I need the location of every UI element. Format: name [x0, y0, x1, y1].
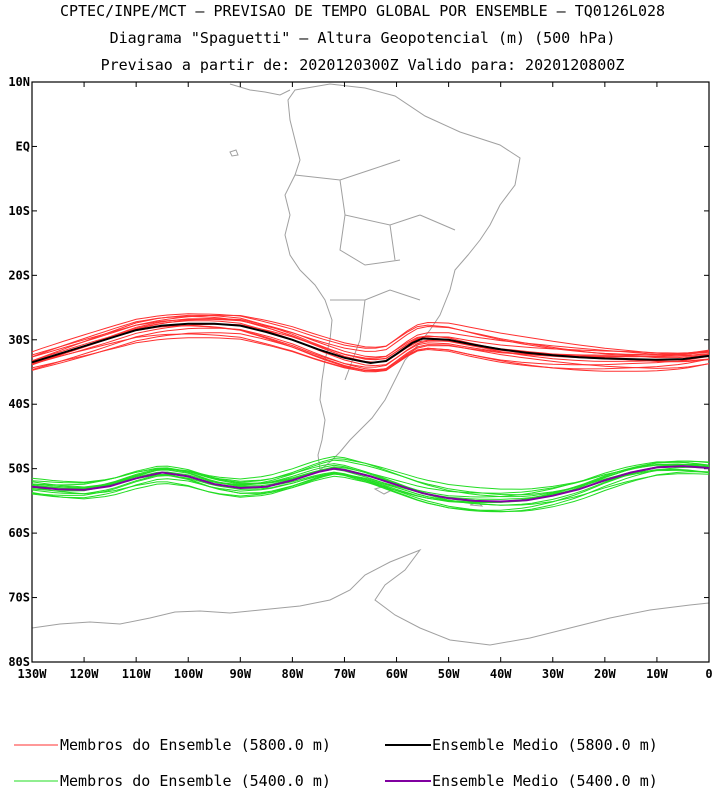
y-tick-label-9: 80S: [8, 655, 30, 669]
galapagos: [229, 149, 239, 157]
x-tick-label-4: 90W: [229, 667, 251, 681]
y-tick-label-5: 40S: [8, 397, 30, 411]
plot-frame: [31, 81, 710, 663]
member-5800-line-13: [31, 333, 710, 371]
mean-line-5400: [31, 465, 710, 503]
member-5800-line-1: [31, 327, 710, 371]
legend-label-mean-5800: Ensemble Medio (5800.0 m): [432, 736, 658, 754]
legend-label-members-5400: Membros do Ensemble (5400.0 m): [60, 772, 331, 790]
member-5800-line-11: [31, 320, 710, 367]
y-tick-label-0: 10N: [8, 75, 30, 89]
axis-ticks: 130W 120W 110W 100W 90W 80W 70W 60W 50W 40W 30W 20W…: [8, 75, 712, 681]
member-5800-line-8: [31, 313, 710, 355]
members-5800-group: [31, 313, 710, 373]
x-tick-label-6: 70W: [334, 667, 356, 681]
antarctica-coast: [31, 548, 710, 646]
y-tick-label-4: 30S: [8, 333, 30, 347]
central-america-coast: [229, 83, 291, 96]
x-tick-label-0: 130W: [18, 667, 48, 681]
x-tick-label-8: 50W: [438, 667, 460, 681]
member-5400-line-5: [31, 466, 710, 513]
x-tick-label-12: 10W: [646, 667, 668, 681]
south-america-coast: [284, 83, 521, 471]
members-5400-group: [31, 455, 710, 513]
x-tick-label-7: 60W: [386, 667, 408, 681]
mean-line-5800: [31, 322, 710, 365]
y-tick-label-2: 10S: [8, 204, 30, 218]
member-5400-line-14: [31, 463, 710, 506]
member-5400-line-9: [31, 471, 709, 513]
legend-label-mean-5400: Ensemble Medio (5400.0 m): [432, 772, 658, 790]
member-5800-line-14: [31, 323, 710, 365]
y-tick-label-8: 70S: [8, 591, 30, 605]
x-tick-label-9: 40W: [490, 667, 512, 681]
member-5800-line-10: [31, 318, 710, 365]
member-5800-line-4: [31, 318, 710, 359]
country-borders: [294, 159, 456, 381]
y-tick-label-6: 50S: [8, 462, 30, 476]
x-tick-label-10: 30W: [542, 667, 564, 681]
title-line-3: Previsao a partir de: 2020120300Z Valido…: [100, 56, 625, 74]
member-5400-line-12: [31, 464, 710, 494]
x-tick-label-3: 100W: [174, 667, 204, 681]
member-5400-line-6: [31, 461, 710, 503]
title-line-1: CPTEC/INPE/MCT — PREVISAO DE TEMPO GLOBA…: [59, 2, 666, 20]
legend: Membros do Ensemble (5800.0 m) Ensemble …: [14, 736, 658, 790]
title-line-2: Diagrama "Spaguetti" — Altura Geopotenci…: [109, 29, 616, 47]
member-5400-line-13: [31, 473, 710, 506]
x-tick-label-5: 80W: [282, 667, 304, 681]
x-tick-label-1: 120W: [70, 667, 100, 681]
member-5400-line-4: [31, 459, 710, 496]
means-group: [31, 322, 710, 503]
member-5800-line-6: [31, 317, 710, 365]
x-tick-label-11: 20W: [594, 667, 616, 681]
member-5400-line-11: [31, 463, 710, 504]
member-5800-line-12: [31, 315, 710, 359]
y-tick-label-7: 60S: [8, 526, 30, 540]
y-tick-label-3: 20S: [8, 268, 30, 282]
x-tick-label-2: 110W: [122, 667, 152, 681]
coastline-map: [31, 83, 710, 646]
y-tick-label-1: EQ: [16, 139, 30, 153]
member-5800-line-9: [31, 337, 710, 373]
legend-label-members-5800: Membros do Ensemble (5800.0 m): [60, 736, 331, 754]
x-tick-label-13: 0: [705, 667, 712, 681]
